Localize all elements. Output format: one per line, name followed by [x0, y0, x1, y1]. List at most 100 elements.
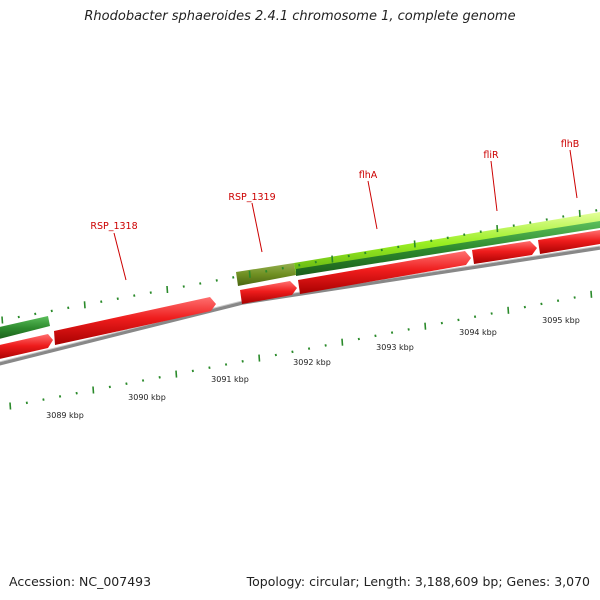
leader-flha — [367, 180, 378, 230]
upper-tick — [116, 297, 119, 300]
upper-tick — [545, 218, 548, 221]
scale-tick — [291, 350, 294, 354]
upper-tick-row — [1, 209, 598, 324]
scale-label-3091: 3091 kbp — [211, 375, 249, 384]
orf-bar-left — [0, 316, 50, 339]
upper-tick — [595, 209, 598, 212]
upper-tick — [347, 254, 350, 258]
scale-tick — [58, 395, 62, 398]
scale-label-3089: 3089 kbp — [46, 411, 84, 420]
gene-arrow-flhb — [538, 230, 600, 254]
scale-tick — [108, 385, 111, 389]
leader-flir — [490, 160, 498, 212]
upper-tick — [166, 285, 169, 294]
gene-arrow-flir — [472, 241, 537, 264]
upper-tick — [463, 233, 466, 236]
upper-tick — [529, 221, 532, 224]
upper-tick — [331, 255, 334, 263]
scale-tick — [25, 401, 28, 405]
upper-tick — [215, 279, 218, 282]
upper-tick — [232, 276, 235, 279]
scale-tick — [390, 331, 394, 334]
upper-tick — [298, 263, 301, 267]
upper-tick — [34, 312, 37, 316]
upper-tick — [199, 282, 202, 285]
gene-arrow-rsp1319 — [240, 281, 297, 304]
scale-tick — [92, 386, 95, 394]
leader-flhb — [569, 149, 578, 199]
scale-tick — [274, 353, 277, 357]
scale-tick — [241, 360, 244, 363]
scale-tick — [324, 344, 327, 347]
scale-tick — [507, 306, 510, 314]
upper-tick — [496, 225, 499, 233]
upper-tick — [17, 315, 20, 319]
upper-tick — [265, 270, 268, 273]
scale-tick — [424, 322, 427, 330]
scale-tick — [374, 334, 377, 338]
gene-arrow — [0, 334, 53, 359]
scale-tick — [175, 370, 178, 378]
orf-bar-dark — [296, 221, 600, 276]
scale-tick — [191, 369, 194, 373]
scale-tick — [490, 312, 493, 315]
upper-tick — [430, 239, 433, 243]
scale-tick — [523, 305, 526, 309]
gene-label-rsp1319: RSP_1319 — [228, 192, 275, 203]
upper-tick — [380, 248, 383, 252]
scale-tick — [258, 354, 261, 362]
upper-tick — [562, 215, 565, 218]
scale-tick — [224, 363, 228, 366]
gene-label-flir: fliR — [483, 150, 499, 161]
scale-tick — [42, 398, 45, 401]
scale-label-3092: 3092 kbp — [293, 358, 331, 367]
upper-tick — [133, 294, 136, 297]
leader-rsp1318 — [113, 232, 127, 281]
upper-tick — [446, 236, 449, 240]
upper-tick — [248, 270, 251, 278]
upper-tick — [479, 230, 482, 233]
scale-tick — [440, 321, 443, 325]
scale-tick — [457, 318, 460, 322]
scale-tick — [473, 315, 477, 318]
scale-tick — [141, 379, 145, 382]
gene-label-flhb: flhB — [561, 139, 580, 150]
gene-arrow-flha — [298, 251, 471, 294]
scale-label-3090: 3090 kbp — [128, 393, 166, 402]
summary-text: Topology: circular; Length: 3,188,609 bp… — [246, 574, 590, 589]
upper-tick — [149, 291, 152, 294]
upper-tick — [397, 245, 400, 249]
scale-tick — [407, 328, 410, 331]
upper-tick — [512, 224, 515, 227]
scale-tick — [341, 338, 344, 346]
lower-scale-row — [9, 290, 593, 410]
gene-arrow-rsp1318 — [54, 297, 216, 345]
scale-tick — [307, 347, 311, 350]
upper-tick — [67, 306, 70, 310]
upper-tick — [50, 309, 53, 313]
scale-tick — [556, 299, 560, 302]
map-title: Rhodobacter sphaeroides 2.4.1 chromosome… — [84, 9, 516, 24]
upper-tick — [578, 209, 581, 217]
scale-label-3095: 3095 kbp — [542, 316, 580, 325]
scale-tick — [573, 296, 576, 299]
leader-rsp1319 — [251, 202, 263, 253]
upper-tick — [281, 266, 284, 270]
upper-tick — [413, 240, 416, 248]
scale-tick — [158, 376, 161, 379]
gene-label-flha: flhA — [359, 170, 378, 181]
scale-tick — [357, 337, 360, 341]
gene-label-rsp1318: RSP_1318 — [90, 221, 137, 232]
scale-label-3094: 3094 kbp — [459, 328, 497, 337]
upper-tick — [100, 300, 103, 303]
upper-tick — [314, 260, 317, 264]
scale-tick — [208, 366, 211, 369]
upper-tick — [182, 285, 185, 288]
upper-tick — [83, 301, 86, 309]
upper-tick — [1, 316, 4, 324]
scale-tick — [125, 382, 128, 385]
scale-tick — [540, 302, 543, 306]
upper-tick — [364, 251, 367, 255]
